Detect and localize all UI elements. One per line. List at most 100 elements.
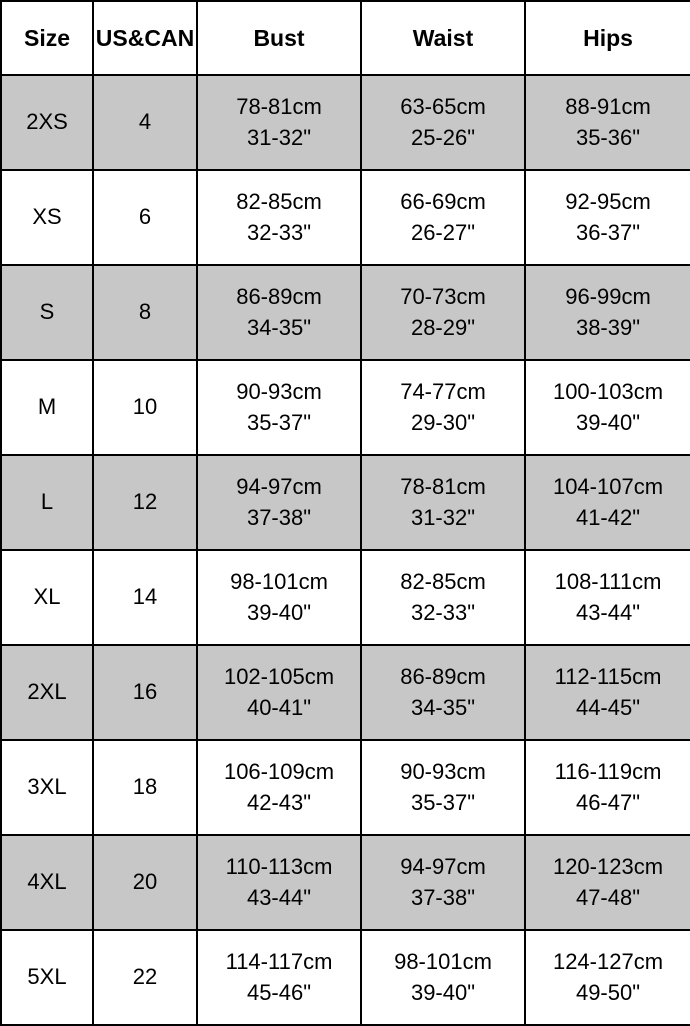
cell-uscan: 8 [93,265,197,360]
cell-waist-cm: 94-97cm [362,852,524,883]
cell-hips: 96-99cm38-39" [525,265,690,360]
cell-waist-in: 39-40" [362,978,524,1009]
cell-bust: 106-109cm42-43" [197,740,361,835]
cell-bust: 102-105cm40-41" [197,645,361,740]
cell-uscan: 20 [93,835,197,930]
cell-uscan: 22 [93,930,197,1025]
cell-bust: 94-97cm37-38" [197,455,361,550]
cell-waist-cm: 98-101cm [362,947,524,978]
cell-size: S [1,265,93,360]
cell-bust: 90-93cm35-37" [197,360,361,455]
table-row: 2XS478-81cm31-32"63-65cm25-26"88-91cm35-… [1,75,690,170]
cell-bust-cm: 78-81cm [198,92,360,123]
cell-hips: 88-91cm35-36" [525,75,690,170]
cell-waist-cm: 63-65cm [362,92,524,123]
cell-bust-in: 42-43" [198,788,360,819]
cell-hips-in: 49-50" [526,978,690,1009]
cell-waist: 74-77cm29-30" [361,360,525,455]
col-hips: Hips [525,1,690,75]
table-row: 3XL18106-109cm42-43"90-93cm35-37"116-119… [1,740,690,835]
cell-waist-cm: 70-73cm [362,282,524,313]
cell-waist-in: 28-29" [362,313,524,344]
cell-waist-in: 34-35" [362,693,524,724]
cell-bust: 86-89cm34-35" [197,265,361,360]
cell-uscan: 14 [93,550,197,645]
cell-hips-in: 36-37" [526,218,690,249]
table-row: XL1498-101cm39-40"82-85cm32-33"108-111cm… [1,550,690,645]
cell-bust-cm: 86-89cm [198,282,360,313]
cell-waist: 70-73cm28-29" [361,265,525,360]
cell-bust-in: 35-37" [198,408,360,439]
cell-waist-cm: 74-77cm [362,377,524,408]
cell-size: L [1,455,93,550]
table-row: L1294-97cm37-38"78-81cm31-32"104-107cm41… [1,455,690,550]
cell-bust-in: 45-46" [198,978,360,1009]
cell-hips-in: 46-47" [526,788,690,819]
cell-uscan: 10 [93,360,197,455]
cell-waist-in: 25-26" [362,123,524,154]
col-size: Size [1,1,93,75]
table-row: 5XL22114-117cm45-46"98-101cm39-40"124-12… [1,930,690,1025]
cell-bust: 98-101cm39-40" [197,550,361,645]
cell-waist: 66-69cm26-27" [361,170,525,265]
cell-waist-in: 31-32" [362,503,524,534]
cell-bust-in: 37-38" [198,503,360,534]
cell-waist: 78-81cm31-32" [361,455,525,550]
cell-bust-cm: 106-109cm [198,757,360,788]
cell-hips-in: 43-44" [526,598,690,629]
cell-bust-in: 40-41" [198,693,360,724]
cell-bust-in: 34-35" [198,313,360,344]
cell-bust: 110-113cm43-44" [197,835,361,930]
cell-bust-cm: 98-101cm [198,567,360,598]
table-row: M1090-93cm35-37"74-77cm29-30"100-103cm39… [1,360,690,455]
cell-hips-in: 39-40" [526,408,690,439]
cell-uscan: 6 [93,170,197,265]
cell-bust-in: 39-40" [198,598,360,629]
header-row: Size US&CAN Bust Waist Hips [1,1,690,75]
cell-waist-in: 35-37" [362,788,524,819]
cell-hips: 100-103cm39-40" [525,360,690,455]
cell-hips: 120-123cm47-48" [525,835,690,930]
cell-hips-cm: 96-99cm [526,282,690,313]
cell-waist-in: 26-27" [362,218,524,249]
table-row: XS682-85cm32-33"66-69cm26-27"92-95cm36-3… [1,170,690,265]
cell-size: XL [1,550,93,645]
cell-waist-cm: 90-93cm [362,757,524,788]
cell-hips: 116-119cm46-47" [525,740,690,835]
cell-waist-in: 29-30" [362,408,524,439]
cell-size: 5XL [1,930,93,1025]
cell-size: 2XS [1,75,93,170]
table-row: 4XL20110-113cm43-44"94-97cm37-38"120-123… [1,835,690,930]
cell-waist-in: 37-38" [362,883,524,914]
cell-hips: 92-95cm36-37" [525,170,690,265]
cell-waist: 94-97cm37-38" [361,835,525,930]
cell-waist-in: 32-33" [362,598,524,629]
col-bust: Bust [197,1,361,75]
cell-size: M [1,360,93,455]
cell-size: 2XL [1,645,93,740]
cell-hips-cm: 108-111cm [526,567,690,598]
cell-waist-cm: 82-85cm [362,567,524,598]
cell-waist-cm: 78-81cm [362,472,524,503]
cell-bust: 78-81cm31-32" [197,75,361,170]
cell-hips-cm: 124-127cm [526,947,690,978]
cell-size: XS [1,170,93,265]
col-waist: Waist [361,1,525,75]
table-row: 2XL16102-105cm40-41"86-89cm34-35"112-115… [1,645,690,740]
cell-hips-cm: 116-119cm [526,757,690,788]
cell-bust-in: 32-33" [198,218,360,249]
cell-bust-cm: 94-97cm [198,472,360,503]
cell-hips-in: 35-36" [526,123,690,154]
cell-hips-in: 41-42" [526,503,690,534]
cell-hips-cm: 92-95cm [526,187,690,218]
cell-bust-cm: 102-105cm [198,662,360,693]
cell-bust-cm: 90-93cm [198,377,360,408]
cell-size: 4XL [1,835,93,930]
cell-uscan: 18 [93,740,197,835]
cell-bust: 114-117cm45-46" [197,930,361,1025]
cell-bust-in: 43-44" [198,883,360,914]
cell-bust-in: 31-32" [198,123,360,154]
cell-hips-cm: 120-123cm [526,852,690,883]
cell-waist: 63-65cm25-26" [361,75,525,170]
cell-bust: 82-85cm32-33" [197,170,361,265]
